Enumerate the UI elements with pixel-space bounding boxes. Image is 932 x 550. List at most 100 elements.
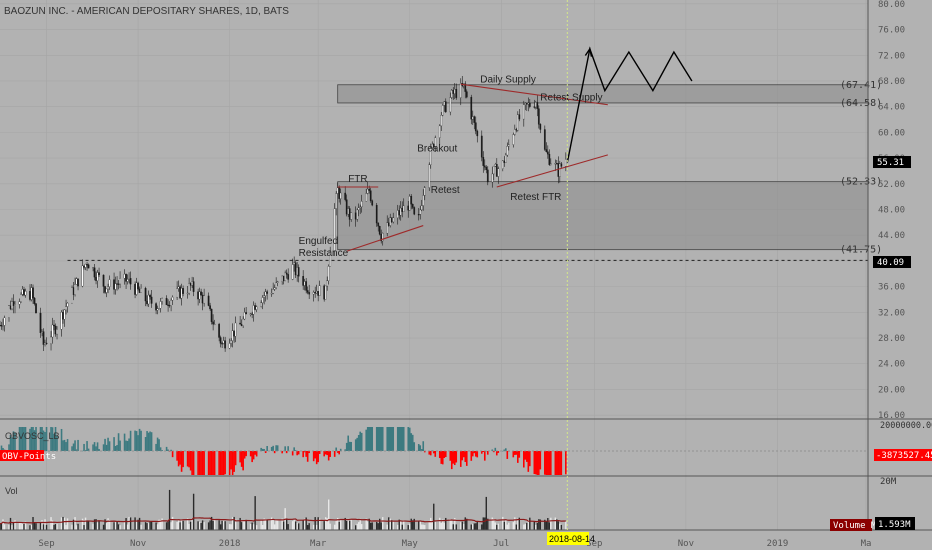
candle-body: [113, 279, 115, 290]
obv-bar: [326, 451, 328, 456]
volume-bar: [53, 524, 55, 530]
obv-bar: [128, 438, 130, 451]
volume-label: Vol: [5, 486, 18, 496]
candle-body: [224, 340, 226, 349]
obv-bar: [345, 442, 348, 451]
volume-bar: [449, 519, 451, 530]
volume-bar: [123, 521, 126, 530]
obv-bar: [495, 451, 498, 456]
candle-body: [266, 291, 269, 294]
volume-bar: [29, 525, 31, 530]
obv-bar: [60, 428, 63, 451]
candle-body: [291, 264, 294, 280]
obv-bar: [438, 451, 441, 459]
candle-body: [0, 325, 1, 327]
obv-bar: [317, 451, 319, 463]
volume-bar: [557, 521, 560, 530]
volume-bar: [338, 521, 340, 530]
obv-bar: [559, 451, 561, 475]
volume-bar: [470, 524, 472, 530]
obv-bar: [0, 445, 3, 451]
volume-bar: [367, 521, 369, 530]
candle-body: [146, 300, 148, 305]
obv-bar: [285, 451, 288, 454]
candle-body: [239, 322, 241, 325]
obv-bar: [369, 427, 372, 451]
volume-bar: [430, 517, 432, 530]
candle-body: [329, 250, 332, 267]
candle-body: [357, 207, 360, 211]
candle-body: [45, 342, 48, 345]
candle-body: [506, 146, 509, 156]
volume-bar: [95, 519, 97, 530]
obv-bar: [161, 450, 163, 451]
obv-bar: [408, 427, 411, 451]
obv-bar: [113, 437, 115, 451]
obv-bar: [263, 449, 265, 451]
volume-bar: [165, 522, 168, 530]
obv-bar: [375, 427, 378, 451]
candle-body: [513, 129, 516, 135]
volume-bar: [219, 524, 222, 530]
volume-bar: [476, 522, 478, 530]
volume-bar: [8, 524, 10, 530]
obv-bar: [294, 450, 297, 451]
volume-bar: [116, 521, 118, 530]
volume-bar: [129, 517, 132, 530]
obv-bar: [239, 451, 241, 463]
obv-bar: [165, 446, 168, 451]
candle-body: [366, 188, 369, 194]
candle-body: [260, 302, 263, 307]
volume-bar: [3, 524, 6, 530]
obv-bar: [272, 445, 274, 451]
obv-bar: [72, 443, 75, 451]
volume-bar: [224, 521, 226, 530]
candle-body: [525, 103, 528, 105]
candle-body: [191, 281, 193, 286]
candle-body: [534, 102, 537, 108]
volume-bar: [487, 518, 489, 530]
candle-body: [66, 302, 69, 307]
volume-bar: [158, 519, 160, 530]
obv-bar: [527, 451, 530, 472]
volume-bar: [273, 524, 276, 530]
volume-bar: [170, 522, 172, 530]
obv-bar: [240, 451, 243, 467]
obv-bar: [264, 451, 267, 454]
volume-bar: [149, 521, 151, 530]
obv-bar: [429, 451, 432, 456]
candle-body: [512, 134, 515, 145]
candle-body: [149, 294, 151, 298]
volume-bar: [350, 519, 352, 530]
candle-body: [314, 292, 317, 294]
candle-body: [254, 305, 256, 310]
volume-bar: [35, 523, 37, 530]
volume-bar: [92, 523, 94, 530]
candle-body: [441, 105, 444, 116]
volume-bar: [150, 521, 153, 530]
obv-bar: [443, 451, 446, 458]
volume-bar: [508, 522, 510, 530]
candle-body: [167, 304, 169, 306]
candle-body: [81, 265, 84, 287]
candle-body: [8, 305, 10, 319]
volume-bar: [272, 520, 274, 530]
candle-body: [494, 164, 497, 167]
candle-body: [276, 281, 279, 283]
volume-bar: [239, 517, 241, 530]
candle-body: [423, 187, 426, 196]
obv-value-badge: [874, 449, 932, 461]
cursor-date-label: 2018-08-14: [549, 534, 595, 544]
annotation-label: Daily Supply: [480, 74, 536, 85]
candle-body: [482, 157, 485, 166]
candle-body: [387, 222, 390, 226]
obv-bar: [83, 443, 85, 451]
volume-bar: [56, 523, 58, 530]
volume-bar: [317, 517, 319, 530]
projection-arrowhead: [584, 47, 593, 57]
obv-bar: [471, 451, 474, 457]
obv-bar: [176, 451, 178, 461]
candle-body: [296, 267, 299, 276]
candle-body: [87, 264, 90, 269]
